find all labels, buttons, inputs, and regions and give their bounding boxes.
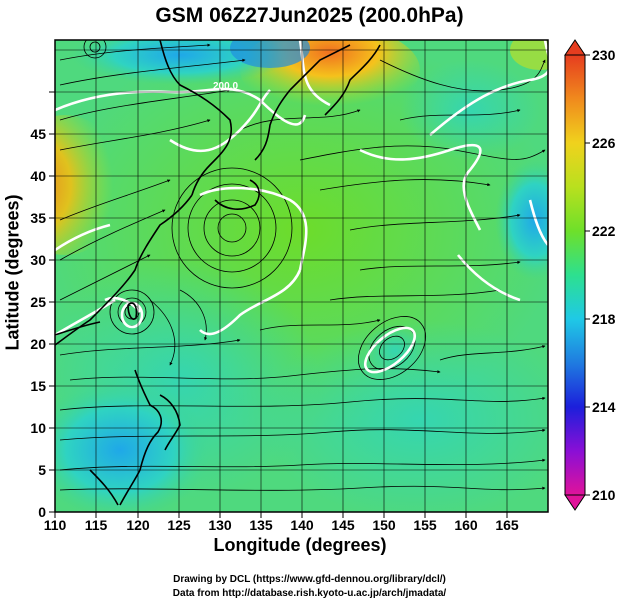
colorbar-min-arrow [564,494,586,511]
x-tick-label: 140 [290,517,314,533]
x-tick-label: 120 [126,517,150,533]
isotherm-contours [55,40,548,374]
x-tick-label: 115 [85,517,108,533]
y-tick-label: 45 [30,126,46,142]
y-tick-label: 40 [30,168,46,184]
streamlines [59,40,546,491]
colorbar-scale [564,54,586,496]
x-tick-label: 165 [495,517,519,533]
y-tick-marks [49,91,55,513]
y-tick-label: 10 [30,420,46,436]
contour-label: 200.0 [213,81,238,92]
colorbar-tick-label: 214 [592,399,616,415]
x-tick-marks [54,512,508,518]
map-title: GSM 06Z27Jun2025 (200.0hPa) [155,4,464,27]
x-tick-label: 110 [44,517,67,533]
y-axis-label: Latitude (degrees) [2,194,23,351]
coastlines [55,40,381,506]
credit-drawing: Drawing by DCL (https://www.gfd-dennou.o… [173,574,446,585]
y-tick-label: 0 [38,504,46,520]
colorbar-tick-label: 230 [592,47,616,63]
colorbar-tick-label: 218 [592,311,616,327]
y-tick-label: 5 [38,462,46,478]
colorbar-tick-label: 226 [592,135,616,151]
x-axis-label: Longitude (degrees) [213,535,387,555]
y-tick-label: 15 [30,378,46,394]
y-tick-label: 30 [30,252,46,268]
colorbar-tick-label: 210 [592,487,616,503]
x-tick-label: 160 [454,517,478,533]
x-tick-label: 150 [372,517,396,533]
colorbar: 230 226 222 218 214 210 [564,39,616,511]
x-tick-label: 125 [167,517,191,533]
x-tick-label: 145 [331,517,355,533]
credit-data-source: Data from http://database.rish.kyoto-u.a… [172,588,447,599]
x-tick-label: 155 [413,517,437,533]
map-grid [55,40,548,512]
colorbar-tick-label: 222 [592,223,616,239]
x-tick-label: 130 [208,517,232,533]
y-tick-label: 20 [30,336,46,352]
y-tick-label: 25 [30,294,46,310]
x-tick-label: 135 [249,517,273,533]
colorbar-max-arrow [564,39,586,56]
y-tick-label: 35 [30,210,46,226]
